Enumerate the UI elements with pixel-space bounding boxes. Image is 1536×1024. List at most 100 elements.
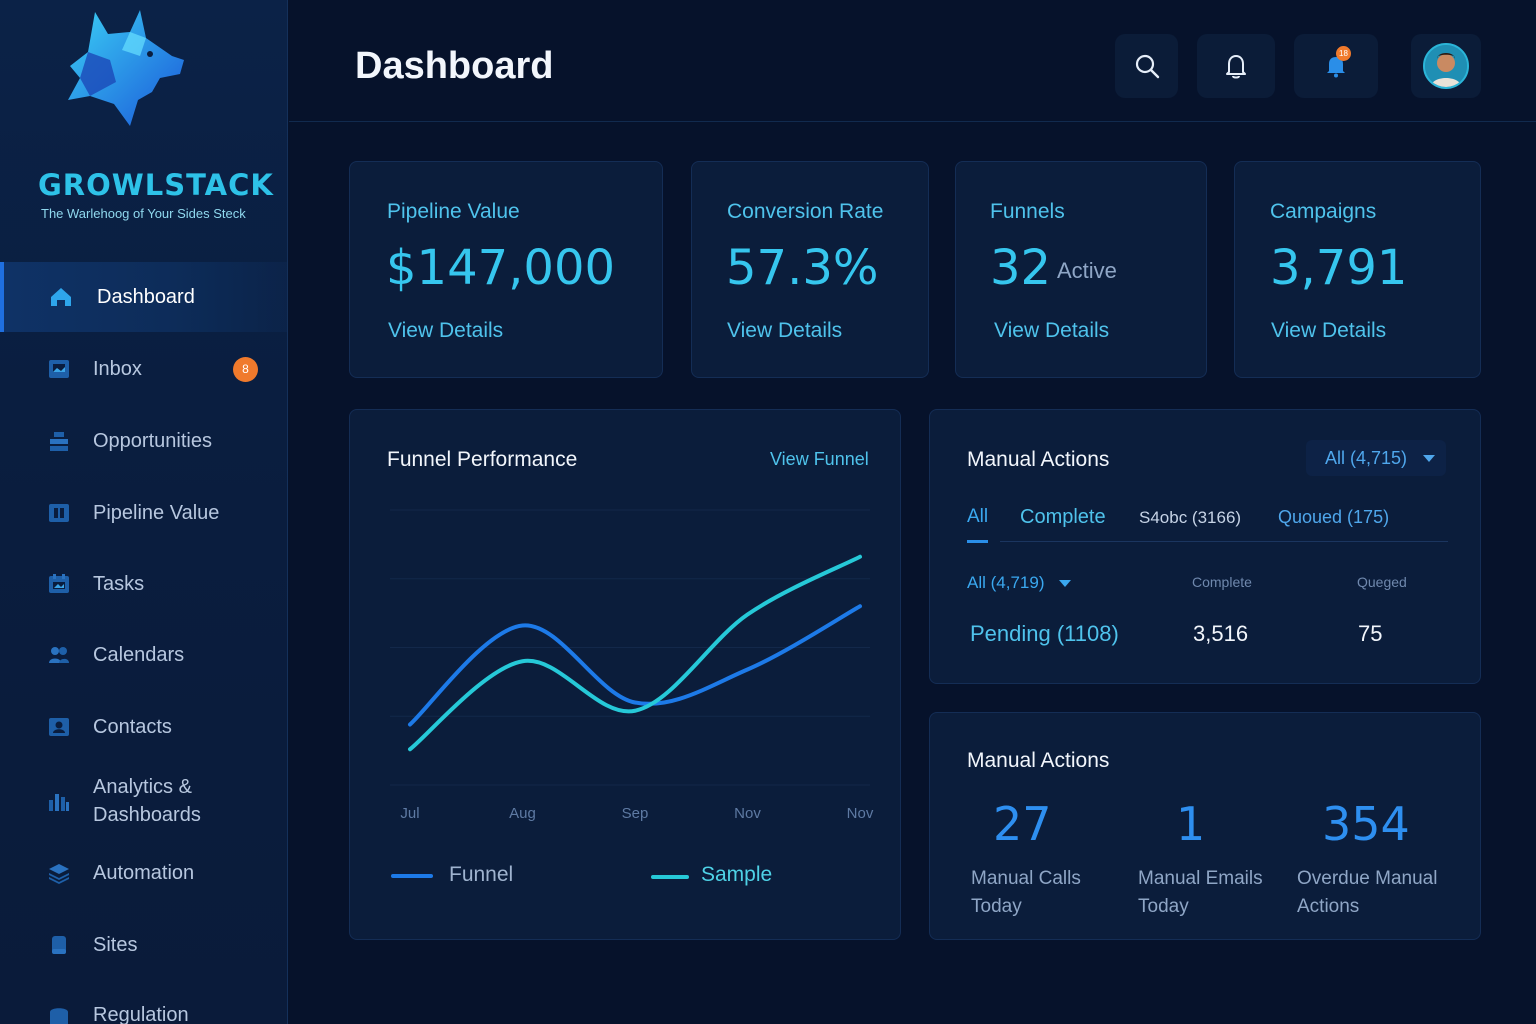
page-title: Dashboard	[355, 45, 554, 87]
top-header: Dashboard 18	[289, 0, 1536, 122]
metric-label-line2: Actions	[1297, 896, 1360, 917]
avatar	[1423, 43, 1469, 89]
metric-label-line1: Manual Emails	[1138, 868, 1263, 889]
stat-card-funnels: Funnels 32 Active View Details	[955, 161, 1207, 378]
metric-value-overdue: 354	[1322, 797, 1410, 851]
sidebar-item-label: Dashboard	[97, 285, 195, 308]
tab-active-underline	[967, 540, 988, 543]
pending-complete-value: 3,516	[1193, 621, 1249, 646]
chevron-down-icon	[1423, 455, 1435, 462]
actions-filter-dropdown[interactable]: All (4,715)	[1306, 440, 1446, 476]
home-icon	[49, 285, 73, 309]
metric-label-line1: Overdue Manual	[1297, 868, 1438, 889]
layers-icon	[47, 861, 71, 885]
sidebar-item-label-line2: Dashboards	[93, 804, 201, 826]
sidebar-item-pipeline-value[interactable]: Pipeline Value	[0, 478, 287, 548]
filter-label: All (4,715)	[1325, 448, 1408, 468]
tab-s4obc[interactable]: S4obc (3166)	[1139, 508, 1242, 527]
notification-badge: 18	[1336, 46, 1351, 61]
pipeline-icon	[47, 501, 71, 525]
sidebar-item-contacts[interactable]: Contacts	[0, 692, 287, 762]
view-details-link[interactable]: View Details	[727, 319, 843, 342]
metric-label-line2: Today	[1138, 896, 1189, 917]
users-icon	[47, 643, 71, 667]
funnel-chart: Jul Aug Sep Nov Nov	[390, 509, 874, 822]
stat-value: 32	[990, 240, 1052, 296]
alerts-button[interactable]: 18	[1294, 34, 1378, 98]
notifications-button[interactable]	[1197, 34, 1275, 98]
pending-queued-value: 75	[1358, 621, 1383, 646]
sidebar-item-label: Analytics &	[93, 776, 192, 798]
metric-label-emails: Manual Emails Today	[1138, 865, 1263, 921]
wolf-logo-icon	[68, 10, 184, 126]
contacts-icon	[47, 715, 71, 739]
sidebar-item-opportunities[interactable]: Opportunities	[0, 406, 287, 476]
bar-chart-icon	[47, 789, 71, 813]
metric-value-emails: 1	[1176, 797, 1206, 851]
sidebar-item-sites[interactable]: Sites	[0, 910, 287, 980]
stat-card-conversion-rate: Conversion Rate 57.3% View Details	[691, 161, 929, 378]
col-header-complete: Complete	[1192, 574, 1252, 590]
stat-label: Conversion Rate	[727, 200, 884, 223]
regulation-icon	[47, 1003, 71, 1024]
bell-icon	[1226, 55, 1246, 79]
metric-label-line2: Today	[971, 896, 1022, 917]
view-details-link[interactable]: View Details	[388, 319, 504, 342]
tab-quoued[interactable]: Quoued (175)	[1278, 507, 1390, 527]
search-icon	[1135, 54, 1159, 79]
tab-complete[interactable]: Complete	[1020, 506, 1106, 528]
tabs-divider	[1000, 541, 1448, 542]
sidebar-item-tasks[interactable]: Tasks	[0, 549, 287, 619]
legend-sample-label: Sample	[701, 863, 773, 886]
sidebar-item-analytics[interactable]: Analytics & Dashboards	[0, 766, 287, 836]
funnel-performance-panel: Funnel Performance View Funnel Jul Aug Sep…	[349, 409, 901, 940]
view-details-link[interactable]: View Details	[994, 319, 1110, 342]
brand-name: GROWLSTACK	[38, 168, 274, 202]
metric-label-line1: Manual Calls	[971, 868, 1081, 889]
series-line-funnel	[408, 604, 862, 727]
pending-row-label: Pending (1108)	[970, 621, 1119, 646]
notification-bell-icon	[1327, 57, 1345, 78]
stat-label: Campaigns	[1270, 200, 1377, 223]
stat-card-campaigns: Campaigns 3,791 View Details	[1234, 161, 1481, 378]
sites-icon	[47, 933, 71, 957]
sidebar-item-label: Pipeline Value	[93, 501, 220, 524]
panel-title: Manual Actions	[967, 749, 1110, 772]
stat-value: 3,791	[1270, 240, 1408, 296]
view-details-link[interactable]: View Details	[1271, 319, 1387, 342]
sidebar-item-inbox[interactable]: Inbox 8	[0, 334, 287, 404]
manual-actions-panel: Manual Actions All (4,715) All Complete …	[929, 409, 1481, 684]
panel-title: Manual Actions	[967, 448, 1110, 471]
search-button[interactable]	[1115, 34, 1178, 98]
sidebar-item-label: Automation	[93, 861, 195, 884]
sidebar-item-calendars[interactable]: Calendars	[0, 620, 287, 690]
stat-card-pipeline-value: Pipeline Value $147,000 View Details	[349, 161, 663, 378]
legend-funnel-label: Funnel	[449, 863, 514, 886]
sidebar-item-label: Sites	[93, 933, 138, 956]
tab-all[interactable]: All	[967, 506, 989, 527]
sidebar-item-label: Inbox	[93, 357, 142, 380]
metric-label-calls: Manual Calls Today	[971, 865, 1081, 921]
sidebar-item-label: Contacts	[93, 715, 172, 738]
inbox-icon	[47, 357, 71, 381]
view-funnel-link[interactable]: View Funnel	[770, 449, 869, 469]
x-tick-label: Nov	[734, 805, 761, 822]
brand-tagline: The Warlehoog of Your Sides Steck	[41, 206, 246, 221]
sidebar-item-regulation[interactable]: Regulation	[0, 980, 287, 1024]
sidebar-item-dashboard[interactable]: Dashboard	[0, 262, 287, 332]
metric-value-calls: 27	[993, 797, 1052, 851]
legend-funnel-swatch	[391, 874, 433, 878]
x-tick-label: Jul	[400, 805, 419, 822]
x-tick-label: Nov	[847, 805, 874, 822]
x-tick-label: Sep	[622, 805, 649, 822]
sidebar-item-label: Tasks	[93, 572, 145, 595]
stat-label: Funnels	[990, 200, 1065, 223]
chevron-down-icon	[1058, 580, 1071, 588]
sidebar-item-automation[interactable]: Automation	[0, 838, 287, 908]
sub-filter-dropdown[interactable]: All (4,719)	[967, 573, 1071, 593]
metric-label-overdue: Overdue Manual Actions	[1297, 865, 1437, 921]
legend-sample-swatch	[651, 875, 689, 879]
stat-sub: Active	[1057, 258, 1117, 283]
profile-button[interactable]	[1411, 34, 1481, 98]
sidebar-item-label: Calendars	[93, 643, 185, 666]
